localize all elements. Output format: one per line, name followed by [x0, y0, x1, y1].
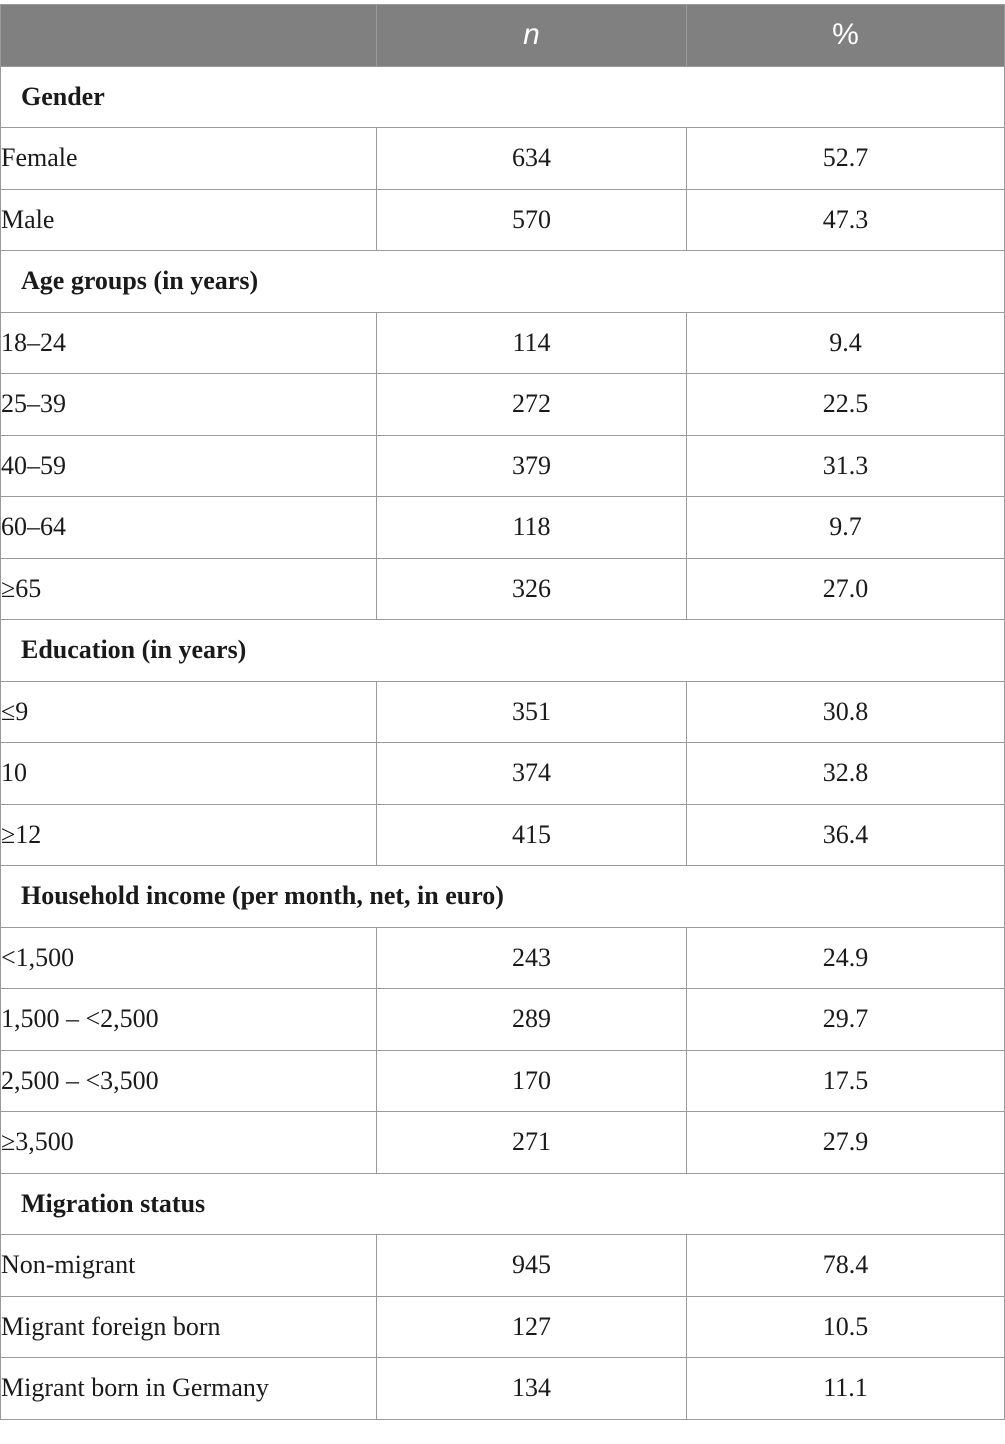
table-header-row: n % — [0, 4, 1005, 67]
row-percent-value: 27.0 — [686, 557, 1005, 620]
row-n-value: 243 — [376, 926, 687, 989]
section-header-row: Household income (per month, net, in eur… — [0, 865, 1005, 928]
section-header-row: Education (in years) — [0, 619, 1005, 682]
table-row: 60–64 118 9.7 — [0, 496, 1005, 559]
row-label: Female — [0, 127, 377, 190]
row-label: 60–64 — [0, 496, 377, 559]
section-header-row: Gender — [0, 65, 1005, 128]
row-n-value: 271 — [376, 1111, 687, 1174]
row-n-value: 351 — [376, 680, 687, 743]
row-label: Migrant born in Germany — [0, 1357, 377, 1420]
row-percent-value: 31.3 — [686, 434, 1005, 497]
row-label: 40–59 — [0, 434, 377, 497]
table-row: Migrant foreign born 127 10.5 — [0, 1295, 1005, 1358]
row-label: 1,500 – <2,500 — [0, 988, 377, 1051]
table-row: 10 374 32.8 — [0, 742, 1005, 805]
table-row: ≤9 351 30.8 — [0, 680, 1005, 743]
table-row: <1,500 243 24.9 — [0, 926, 1005, 989]
header-n-column: n — [376, 4, 687, 67]
section-title: Age groups (in years) — [0, 250, 1005, 313]
row-n-value: 945 — [376, 1234, 687, 1297]
row-percent-value: 32.8 — [686, 742, 1005, 805]
row-n-value: 170 — [376, 1049, 687, 1112]
row-label: ≥65 — [0, 557, 377, 620]
row-label: 25–39 — [0, 373, 377, 436]
row-label: Migrant foreign born — [0, 1295, 377, 1358]
row-percent-value: 24.9 — [686, 926, 1005, 989]
row-n-value: 415 — [376, 803, 687, 866]
row-percent-value: 27.9 — [686, 1111, 1005, 1174]
row-percent-value: 47.3 — [686, 188, 1005, 251]
row-n-value: 272 — [376, 373, 687, 436]
section-title: Migration status — [0, 1172, 1005, 1235]
row-n-value: 127 — [376, 1295, 687, 1358]
row-n-value: 570 — [376, 188, 687, 251]
row-percent-value: 11.1 — [686, 1357, 1005, 1420]
row-percent-value: 9.7 — [686, 496, 1005, 559]
row-percent-value: 36.4 — [686, 803, 1005, 866]
row-label: Male — [0, 188, 377, 251]
row-percent-value: 52.7 — [686, 127, 1005, 190]
section-title: Gender — [0, 65, 1005, 128]
table-row: Non-migrant 945 78.4 — [0, 1234, 1005, 1297]
row-percent-value: 29.7 — [686, 988, 1005, 1051]
section-header-row: Age groups (in years) — [0, 250, 1005, 313]
row-percent-value: 22.5 — [686, 373, 1005, 436]
table-row: 1,500 – <2,500 289 29.7 — [0, 988, 1005, 1051]
row-n-value: 114 — [376, 311, 687, 374]
table-body: Gender Female 634 52.7 Male 570 47.3 Age groups… — [0, 65, 1005, 1420]
row-n-value: 134 — [376, 1357, 687, 1420]
row-label: 2,500 – <3,500 — [0, 1049, 377, 1112]
section-title: Education (in years) — [0, 619, 1005, 682]
row-label: Non-migrant — [0, 1234, 377, 1297]
row-label: ≥12 — [0, 803, 377, 866]
table-row: 25–39 272 22.5 — [0, 373, 1005, 436]
header-label-column — [0, 4, 377, 67]
row-percent-value: 30.8 — [686, 680, 1005, 743]
table-row: 2,500 – <3,500 170 17.5 — [0, 1049, 1005, 1112]
row-label: <1,500 — [0, 926, 377, 989]
row-n-value: 379 — [376, 434, 687, 497]
row-percent-value: 9.4 — [686, 311, 1005, 374]
table-row: Male 570 47.3 — [0, 188, 1005, 251]
row-n-value: 326 — [376, 557, 687, 620]
table-row: 18–24 114 9.4 — [0, 311, 1005, 374]
demographics-table: n % Gender Female 634 52.7 Male 570 47.3 Age gr… — [0, 4, 1005, 1420]
row-percent-value: 78.4 — [686, 1234, 1005, 1297]
row-label: ≤9 — [0, 680, 377, 743]
table-row: Female 634 52.7 — [0, 127, 1005, 190]
row-percent-value: 10.5 — [686, 1295, 1005, 1358]
row-n-value: 289 — [376, 988, 687, 1051]
section-header-row: Migration status — [0, 1172, 1005, 1235]
row-label: ≥3,500 — [0, 1111, 377, 1174]
header-percent-column: % — [686, 4, 1005, 67]
row-percent-value: 17.5 — [686, 1049, 1005, 1112]
table-row: 40–59 379 31.3 — [0, 434, 1005, 497]
table-row: Migrant born in Germany 134 11.1 — [0, 1357, 1005, 1420]
row-n-value: 634 — [376, 127, 687, 190]
row-n-value: 374 — [376, 742, 687, 805]
table-row: ≥3,500 271 27.9 — [0, 1111, 1005, 1174]
row-label: 18–24 — [0, 311, 377, 374]
section-title: Household income (per month, net, in eur… — [0, 865, 1005, 928]
row-n-value: 118 — [376, 496, 687, 559]
row-label: 10 — [0, 742, 377, 805]
table-row: ≥65 326 27.0 — [0, 557, 1005, 620]
table-row: ≥12 415 36.4 — [0, 803, 1005, 866]
